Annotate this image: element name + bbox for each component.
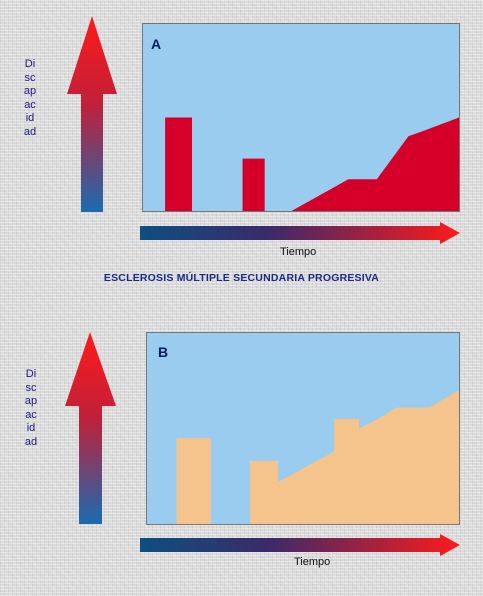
- panel-b-graphics: [65, 332, 460, 556]
- panel-letter: A: [151, 36, 162, 52]
- plot-area: [142, 23, 460, 212]
- panel-b: B Discapacidad Tiempo: [0, 326, 483, 596]
- relapse-bar-1: [165, 117, 192, 211]
- horizontal-axis-arrow: [140, 534, 460, 556]
- y-axis-label: Discapacidad: [23, 58, 37, 138]
- x-axis-label: Tiempo: [280, 246, 317, 258]
- x-axis-label: Tiempo: [294, 556, 331, 568]
- relapse-bar-2: [242, 158, 265, 211]
- panel-a-graphics: [67, 16, 460, 244]
- progression-area: [249, 390, 459, 524]
- panel-a: A Discapacidad Tiempo: [0, 14, 483, 284]
- panel-letter: B: [158, 344, 169, 360]
- horizontal-axis-arrow: [140, 222, 460, 244]
- figure-caption: ESCLEROSIS MÚLTIPLE SECUNDARIA PROGRESIV…: [103, 272, 380, 284]
- progression-area: [291, 117, 459, 211]
- vertical-axis-arrow: [67, 16, 117, 212]
- y-axis-label: Discapacidad: [24, 368, 38, 448]
- plot-b-svg: [176, 390, 459, 524]
- plot-a-svg: [165, 117, 459, 211]
- vertical-axis-arrow: [65, 332, 116, 524]
- plot-area: [146, 332, 460, 525]
- relapse-bar-1: [176, 438, 211, 524]
